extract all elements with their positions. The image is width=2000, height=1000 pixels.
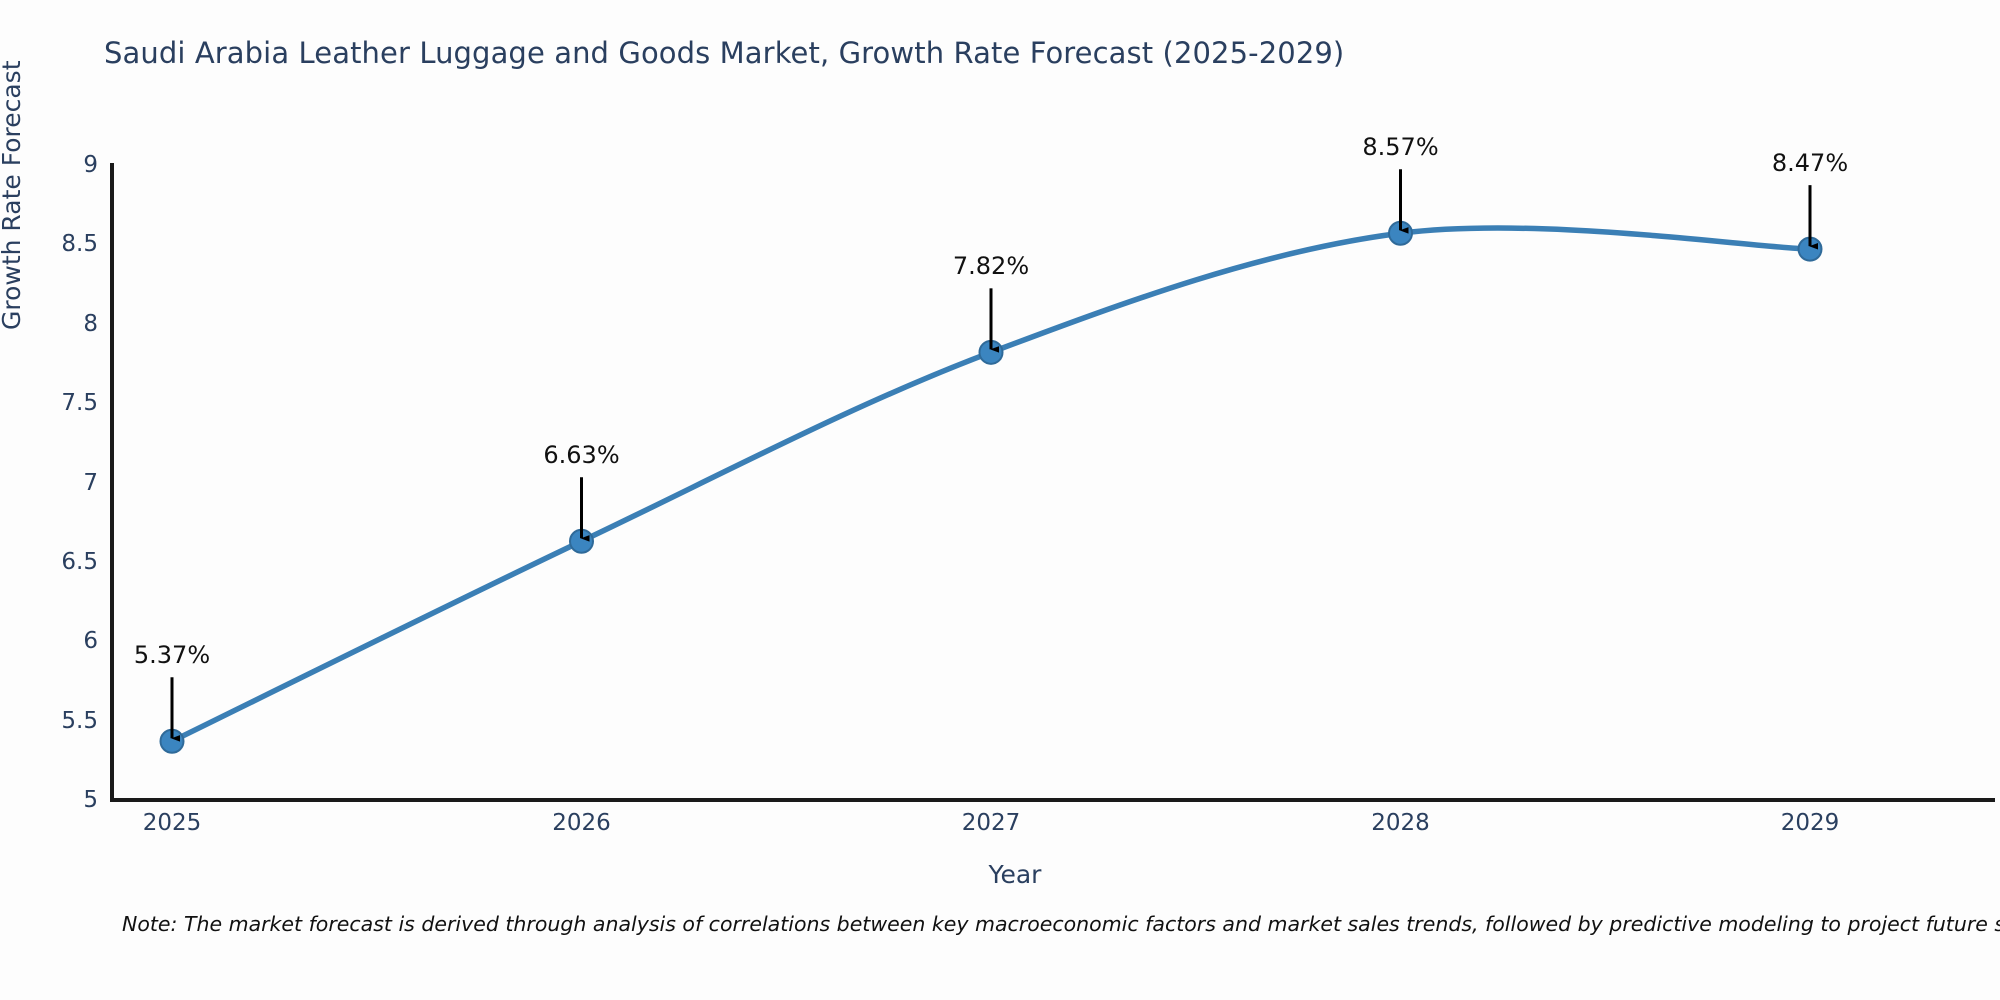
- y-tick-label: 8.5: [61, 231, 98, 258]
- annotation-arrows: [170, 169, 1819, 742]
- x-tick-label: 2025: [142, 810, 202, 836]
- x-tick-label: 2027: [961, 810, 1021, 836]
- x-tick-label: 2028: [1371, 810, 1430, 836]
- y-tick-label: 5.5: [61, 707, 98, 734]
- chart-note: Note: The market forecast is derived thr…: [122, 912, 2000, 936]
- x-tick-label: 2026: [552, 810, 611, 836]
- data-point-label: 6.63%: [543, 441, 620, 470]
- y-tick-label: 6: [83, 628, 98, 655]
- data-point-label: 8.47%: [1771, 149, 1849, 178]
- x-tick-label: 2029: [1780, 810, 1840, 836]
- y-tick-label: 6.5: [61, 548, 98, 575]
- x-axis-line: [110, 798, 1995, 802]
- y-tick-label: 9: [83, 152, 98, 178]
- x-axis-title-text: Year: [988, 860, 1042, 889]
- y-tick-label: 7: [83, 469, 98, 496]
- data-point-label: 5.37%: [133, 641, 211, 670]
- x-axis-title: Year: [0, 860, 2000, 889]
- data-point-label: 8.57%: [1362, 133, 1439, 162]
- chart-title: Saudi Arabia Leather Luggage and Goods M…: [104, 36, 1345, 70]
- y-tick-label: 7.5: [61, 390, 98, 417]
- y-tick-label: 8: [83, 310, 98, 337]
- y-tick-label: 5: [83, 787, 98, 813]
- data-point-label: 7.82%: [952, 252, 1030, 281]
- y-axis-line: [110, 163, 114, 802]
